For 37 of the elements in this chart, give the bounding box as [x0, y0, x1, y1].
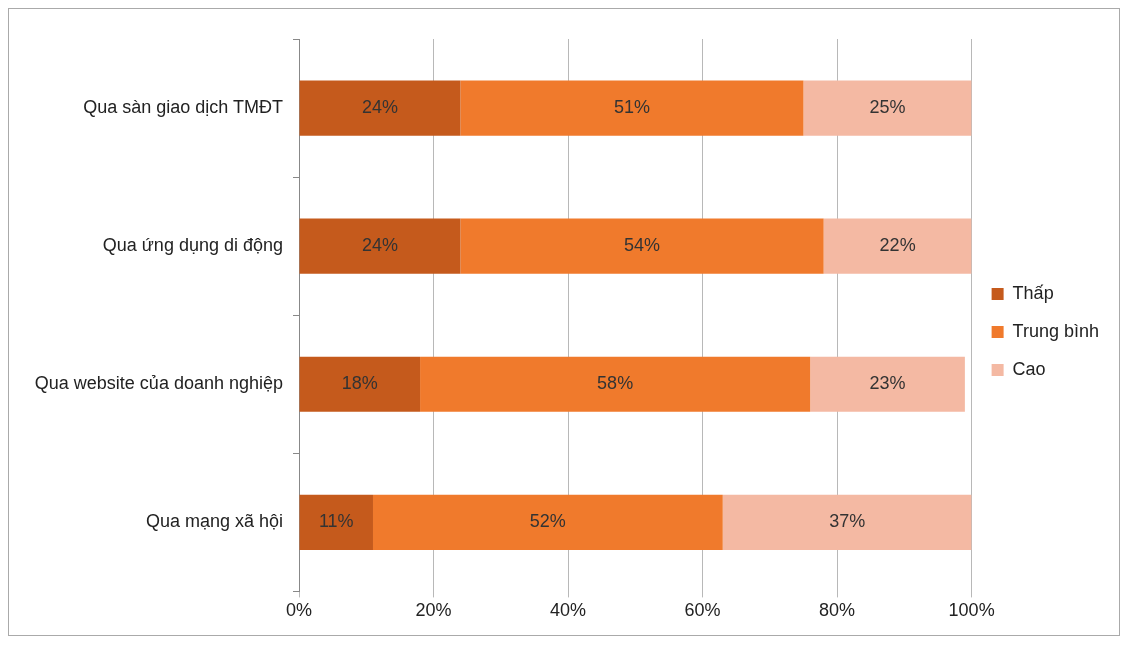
data-label: 58%	[597, 373, 634, 394]
x-tick-label: 40%	[550, 600, 587, 621]
legend-label: Thấp	[1012, 282, 1054, 303]
y-tick-label: Qua website của doanh nghiệp	[34, 373, 283, 394]
bar	[722, 494, 972, 550]
y-tick-label: Qua mạng xã hội	[145, 511, 283, 532]
bar	[823, 218, 972, 274]
data-label: 22%	[879, 235, 916, 256]
bar	[460, 218, 824, 274]
bar	[299, 218, 461, 274]
data-label: 37%	[829, 511, 866, 532]
data-label: 24%	[361, 235, 398, 256]
data-label: 52%	[529, 511, 566, 532]
bar	[299, 80, 461, 136]
y-tick-label: Qua sàn giao dịch TMĐT	[83, 97, 283, 118]
x-tick-label: 100%	[948, 600, 995, 621]
bar	[420, 356, 811, 412]
x-tick-label: 80%	[819, 600, 856, 621]
legend-label: Trung bình	[1012, 320, 1099, 341]
x-tick-label: 60%	[684, 600, 721, 621]
y-tick-label: Qua ứng dụng di động	[102, 235, 283, 256]
data-label: 23%	[869, 373, 906, 394]
legend-label: Cao	[1012, 358, 1046, 379]
bar	[803, 80, 972, 136]
data-label: 54%	[624, 235, 661, 256]
data-label: 18%	[341, 373, 378, 394]
bar	[299, 356, 421, 412]
bar	[460, 80, 804, 136]
data-label: 24%	[361, 97, 398, 118]
x-tick-label: 20%	[415, 600, 452, 621]
bar	[810, 356, 965, 412]
data-label: 51%	[613, 97, 650, 118]
data-label: 25%	[869, 97, 906, 118]
bar	[299, 494, 373, 550]
x-tick-label: 0%	[285, 600, 313, 621]
data-label: 11%	[318, 511, 354, 532]
bar	[372, 494, 723, 550]
